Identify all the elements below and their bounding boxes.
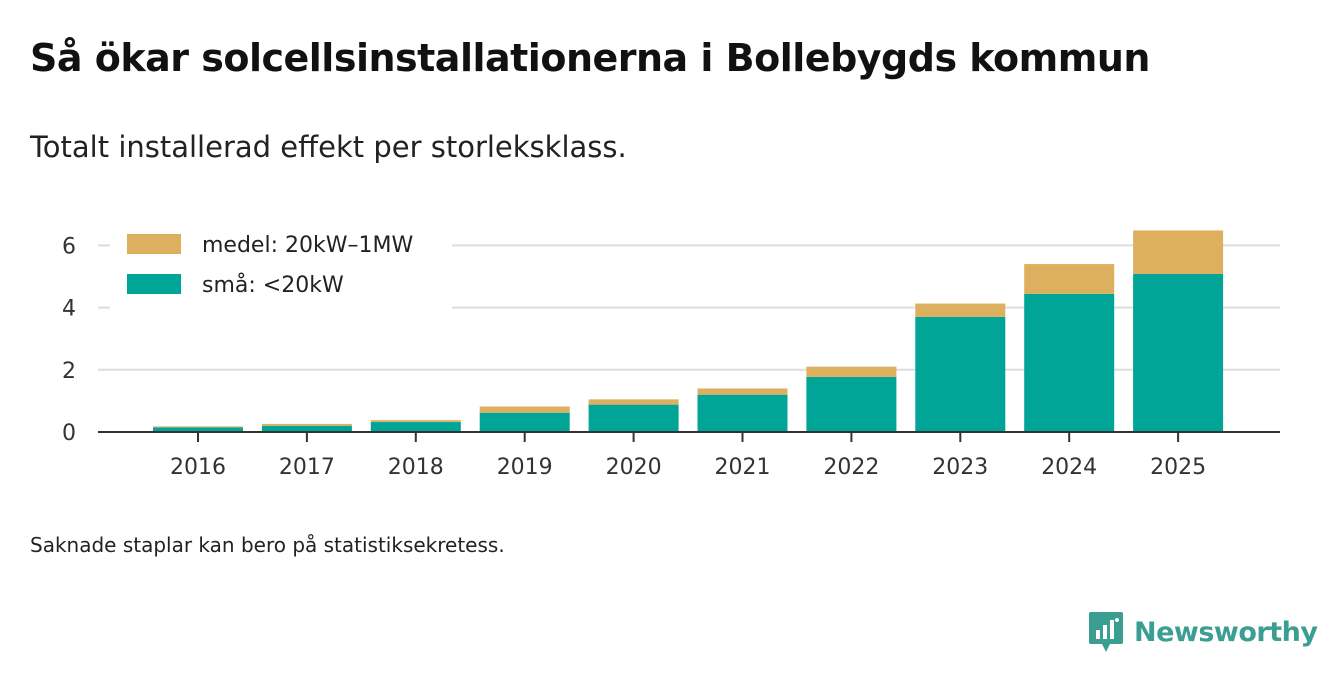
x-tick-label-2023: 2023 — [932, 455, 988, 480]
bar-medel-2022 — [806, 366, 897, 377]
bar-medel-2024 — [1024, 264, 1115, 294]
bar-sma-2018 — [370, 422, 461, 432]
bar-sma-2016 — [153, 427, 243, 432]
legend: medel: 20kW–1MW små: <20kW — [110, 222, 452, 310]
bar-sma-2021 — [697, 394, 788, 432]
x-tick-label-2016: 2016 — [170, 455, 226, 480]
x-tick-label-2017: 2017 — [279, 455, 335, 480]
bar-medel-2020 — [588, 399, 679, 405]
footnote: Saknade staplar kan bero på statistiksek… — [30, 533, 505, 557]
x-tick-label-2018: 2018 — [388, 455, 444, 480]
bar-medel-2025 — [1133, 230, 1224, 275]
bar-sma-2025 — [1133, 274, 1224, 432]
y-tick-label: 4 — [62, 297, 76, 322]
y-tick-label: 0 — [62, 421, 76, 446]
bar-medel-2018 — [370, 420, 461, 423]
bar-medel-2019 — [479, 406, 570, 413]
newsworthy-logo-text: Newsworthy — [1134, 616, 1318, 648]
newsworthy-logo-icon — [1089, 612, 1123, 652]
bar-medel-2021 — [697, 388, 788, 395]
x-tick-label-2020: 2020 — [606, 455, 662, 480]
bar-medel-2023 — [915, 303, 1006, 317]
bars — [153, 230, 1224, 432]
x-tick-label-2025: 2025 — [1150, 455, 1206, 480]
bar-sma-2022 — [806, 376, 897, 432]
x-tick-label-2021: 2021 — [715, 455, 771, 480]
legend-swatch-sma — [127, 274, 181, 294]
bar-sma-2020 — [588, 404, 679, 432]
chart-title: Så ökar solcellsinstallationerna i Bolle… — [30, 36, 1150, 80]
legend-label-medel: medel: 20kW–1MW — [202, 233, 413, 258]
y-tick-label: 6 — [62, 234, 76, 259]
chart-subtitle: Totalt installerad effekt per storlekskl… — [30, 130, 627, 164]
legend-swatch-medel — [127, 234, 181, 254]
y-tick-label: 2 — [62, 359, 76, 384]
bar-sma-2019 — [479, 412, 570, 432]
bar-sma-2023 — [915, 316, 1006, 432]
legend-label-sma: små: <20kW — [202, 272, 344, 298]
x-tick-label-2022: 2022 — [823, 455, 879, 480]
bar-medel-2016 — [153, 426, 243, 428]
newsworthy-logo: Newsworthy — [1088, 610, 1318, 654]
bar-sma-2024 — [1024, 293, 1115, 432]
axes: 0 2 4 6 2016 2017 2018 2019 2020 2021 2022 2023 2024… — [62, 234, 1280, 480]
x-tick-label-2019: 2019 — [497, 455, 553, 480]
x-tick-label-2024: 2024 — [1041, 455, 1097, 480]
bar-sma-2017 — [261, 425, 352, 432]
bar-medel-2017 — [261, 423, 352, 426]
